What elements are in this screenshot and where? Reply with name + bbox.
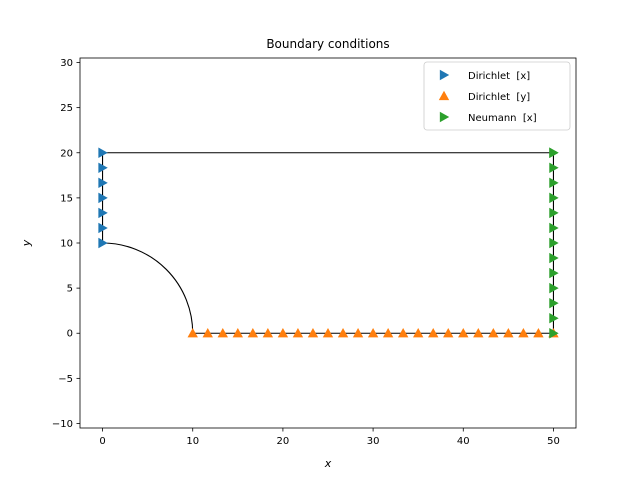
x-axis-label: x bbox=[324, 457, 332, 470]
x-tick-label: 40 bbox=[457, 436, 470, 447]
series-1-point bbox=[98, 162, 108, 173]
x-tick-label: 50 bbox=[547, 436, 560, 447]
legend: Dirichlet [x] Dirichlet [y] Neumann [x] bbox=[423, 61, 571, 131]
legend-marker bbox=[439, 69, 450, 81]
series-3-point bbox=[549, 267, 559, 279]
series-1-point bbox=[98, 222, 108, 234]
series-2-point bbox=[322, 328, 334, 338]
series-2-point bbox=[217, 328, 228, 338]
series-2-point bbox=[262, 328, 274, 338]
series-2-point bbox=[232, 328, 244, 338]
series-1-point bbox=[98, 237, 108, 249]
x-tick-label: 10 bbox=[186, 436, 199, 447]
y-tick-label: 20 bbox=[60, 148, 73, 159]
legend-box bbox=[423, 61, 571, 131]
series-2-point bbox=[488, 328, 499, 338]
series-3-point bbox=[549, 237, 559, 249]
series-1-point bbox=[98, 207, 108, 219]
series-3-point bbox=[549, 328, 559, 339]
series-2-point bbox=[458, 328, 469, 338]
domain-arc bbox=[102, 242, 194, 334]
series-2-point bbox=[337, 328, 349, 338]
series-2-point bbox=[397, 328, 409, 338]
series-3-point bbox=[549, 177, 559, 189]
legend-label: Neumann [x] bbox=[468, 113, 537, 124]
series-2-point bbox=[352, 328, 364, 338]
legend-item-2: Dirichlet [y] bbox=[438, 90, 530, 103]
y-tick-label: 10 bbox=[60, 239, 73, 250]
series-2-point bbox=[473, 328, 484, 338]
y-tick-label: 25 bbox=[60, 103, 73, 114]
y-tick-label: 15 bbox=[60, 193, 73, 204]
series-1-point bbox=[98, 192, 108, 204]
y-tick-label: −10 bbox=[52, 419, 73, 430]
y-tick-label: 0 bbox=[67, 329, 73, 340]
legend-marker bbox=[438, 90, 450, 101]
series-3-point bbox=[549, 252, 559, 264]
series-3-point bbox=[549, 207, 559, 219]
series-3 bbox=[549, 147, 559, 339]
series-2-point bbox=[292, 328, 304, 338]
series-3-point bbox=[549, 192, 559, 204]
series-2-point bbox=[247, 328, 259, 338]
chart-title: Boundary conditions bbox=[266, 37, 389, 51]
x-axis-ticks: 0 10 20 30 40 50 bbox=[99, 428, 560, 447]
series-markers bbox=[98, 147, 559, 339]
y-axis-label: y bbox=[20, 239, 33, 247]
series-3-point bbox=[549, 162, 559, 173]
series-2-point bbox=[412, 328, 424, 338]
series-3-point bbox=[549, 222, 559, 234]
series-2 bbox=[187, 328, 559, 338]
legend-item-1: Dirichlet [x] bbox=[439, 69, 530, 82]
series-2-point bbox=[307, 328, 319, 338]
x-tick-label: 30 bbox=[367, 436, 380, 447]
series-1-point bbox=[98, 147, 108, 158]
series-2-point bbox=[367, 328, 379, 338]
y-tick-label: 30 bbox=[60, 58, 73, 69]
series-2-point bbox=[533, 328, 544, 338]
series-2-point bbox=[503, 328, 514, 338]
series-2-point bbox=[428, 328, 439, 338]
series-2-point bbox=[382, 328, 394, 338]
legend-label: Dirichlet [x] bbox=[468, 71, 530, 82]
series-2-point bbox=[187, 328, 198, 338]
x-tick-label: 0 bbox=[99, 436, 105, 447]
series-3-point bbox=[549, 313, 559, 324]
series-3-point bbox=[549, 147, 559, 158]
series-1 bbox=[98, 147, 108, 249]
series-2-point bbox=[202, 328, 213, 338]
series-2-point bbox=[518, 328, 529, 338]
legend-marker bbox=[439, 111, 450, 123]
x-tick-label: 20 bbox=[277, 436, 290, 447]
legend-item-3: Neumann [x] bbox=[439, 111, 537, 124]
legend-label: Dirichlet [y] bbox=[468, 92, 530, 103]
series-3-point bbox=[549, 282, 559, 294]
y-tick-label: −5 bbox=[58, 374, 73, 385]
series-1-point bbox=[98, 177, 108, 189]
series-2-point bbox=[277, 328, 289, 338]
y-axis-ticks: −10 −5 0 5 10 15 20 25 30 bbox=[52, 58, 80, 430]
y-tick-label: 5 bbox=[67, 284, 73, 295]
series-2-point bbox=[443, 328, 454, 338]
series-3-point bbox=[549, 297, 559, 309]
